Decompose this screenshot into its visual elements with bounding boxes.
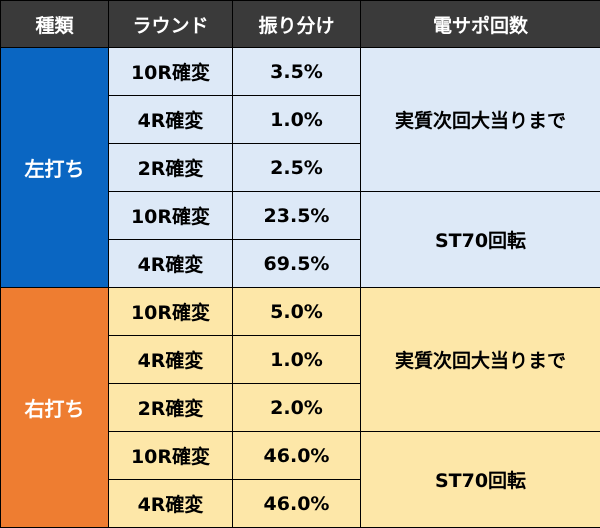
rate-cell: 2.0% <box>233 384 361 432</box>
header-distribution: 振り分け <box>233 1 361 48</box>
rate-cell: 46.0% <box>233 480 361 528</box>
support-cell: 実質次回大当りまで <box>361 48 600 192</box>
round-cell: 4R確変 <box>109 240 233 288</box>
header-support-count: 電サポ回数 <box>361 1 600 48</box>
table-row: 左打ち 10R確変 3.5% 実質次回大当りまで <box>1 48 600 96</box>
support-cell: ST70回転 <box>361 192 600 288</box>
group-label-left: 左打ち <box>1 48 109 288</box>
rate-cell: 3.5% <box>233 48 361 96</box>
group-label-right: 右打ち <box>1 288 109 528</box>
round-cell: 10R確変 <box>109 192 233 240</box>
rate-cell: 46.0% <box>233 432 361 480</box>
round-cell: 2R確変 <box>109 144 233 192</box>
rate-cell: 23.5% <box>233 192 361 240</box>
support-cell: 実質次回大当りまで <box>361 288 600 432</box>
rate-cell: 1.0% <box>233 336 361 384</box>
round-cell: 10R確変 <box>109 432 233 480</box>
rate-cell: 2.5% <box>233 144 361 192</box>
round-cell: 4R確変 <box>109 336 233 384</box>
rate-cell: 1.0% <box>233 96 361 144</box>
support-cell: ST70回転 <box>361 432 600 528</box>
header-row: 種類 ラウンド 振り分け 電サポ回数 <box>1 1 600 48</box>
round-cell: 10R確変 <box>109 48 233 96</box>
header-type: 種類 <box>1 1 109 48</box>
table-row: 右打ち 10R確変 5.0% 実質次回大当りまで <box>1 288 600 336</box>
round-cell: 4R確変 <box>109 480 233 528</box>
rate-cell: 5.0% <box>233 288 361 336</box>
round-cell: 4R確変 <box>109 96 233 144</box>
round-cell: 10R確変 <box>109 288 233 336</box>
rate-cell: 69.5% <box>233 240 361 288</box>
round-cell: 2R確変 <box>109 384 233 432</box>
header-round: ラウンド <box>109 1 233 48</box>
